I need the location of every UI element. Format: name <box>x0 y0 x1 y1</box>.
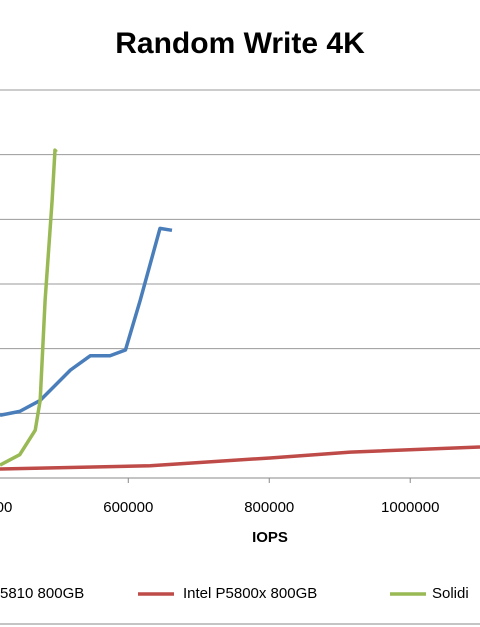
series-line <box>0 445 480 471</box>
x-axis-title: IOPS <box>252 529 288 546</box>
legend-label: Intel P5800x 800GB <box>183 585 317 602</box>
legend-label: Solidi <box>432 585 469 602</box>
series-line <box>0 148 58 467</box>
series-line <box>0 226 173 417</box>
x-tick-label: 800000 <box>244 499 294 516</box>
x-tick-label: 400000 <box>0 499 12 516</box>
x-tick-label: 1000000 <box>381 499 439 516</box>
legend-label: 5810 800GB <box>0 585 84 602</box>
x-tick-label: 600000 <box>103 499 153 516</box>
chart-title: Random Write 4K <box>115 27 365 60</box>
